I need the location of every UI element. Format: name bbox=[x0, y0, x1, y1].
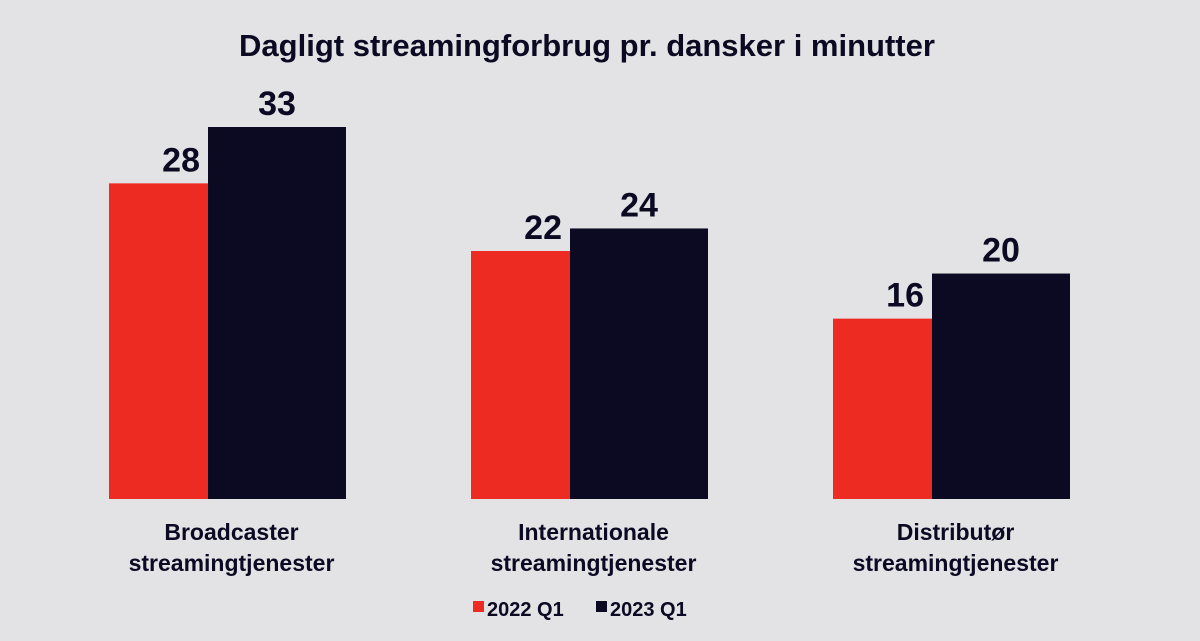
bar-3-series-2 bbox=[932, 273, 1070, 499]
value-label-3-series-1: 16 bbox=[886, 277, 924, 315]
category-label-1-line-1: Broadcaster bbox=[164, 519, 298, 545]
category-label-3-line-2: streamingtjenester bbox=[853, 550, 1059, 576]
category-label-3-line-1: Distributør bbox=[897, 519, 1015, 545]
legend-label-2: 2023 Q1 bbox=[610, 599, 687, 621]
chart-title: Dagligt streamingforbrug pr. dansker i m… bbox=[239, 28, 935, 63]
category-label-1-line-2: streamingtjenester bbox=[129, 550, 335, 576]
value-label-1-series-2: 33 bbox=[258, 85, 296, 123]
legend-swatch-1 bbox=[473, 601, 484, 612]
category-label-2-line-2: streamingtjenester bbox=[491, 550, 697, 576]
value-label-1-series-1: 28 bbox=[162, 141, 200, 179]
value-labels-group: 28 33 22 24 16 20 bbox=[162, 85, 1020, 315]
bars-group bbox=[109, 127, 1070, 500]
bar-2-series-2 bbox=[570, 228, 708, 500]
category-labels-group: Broadcaster streamingtjenester Internation… bbox=[129, 519, 1059, 576]
value-label-3-series-2: 20 bbox=[982, 232, 1020, 270]
bar-3-series-1 bbox=[833, 318, 932, 499]
value-label-2-series-2: 24 bbox=[620, 186, 658, 224]
value-label-2-series-1: 22 bbox=[524, 209, 562, 247]
bar-1-series-2 bbox=[208, 127, 346, 499]
legend-label-1: 2022 Q1 bbox=[487, 599, 564, 621]
legend: 2022 Q1 2023 Q1 bbox=[473, 599, 687, 621]
legend-swatch-2 bbox=[596, 601, 607, 612]
bar-2-series-1 bbox=[471, 251, 570, 499]
bar-1-series-1 bbox=[109, 183, 208, 499]
category-label-2-line-1: Internationale bbox=[518, 519, 669, 545]
